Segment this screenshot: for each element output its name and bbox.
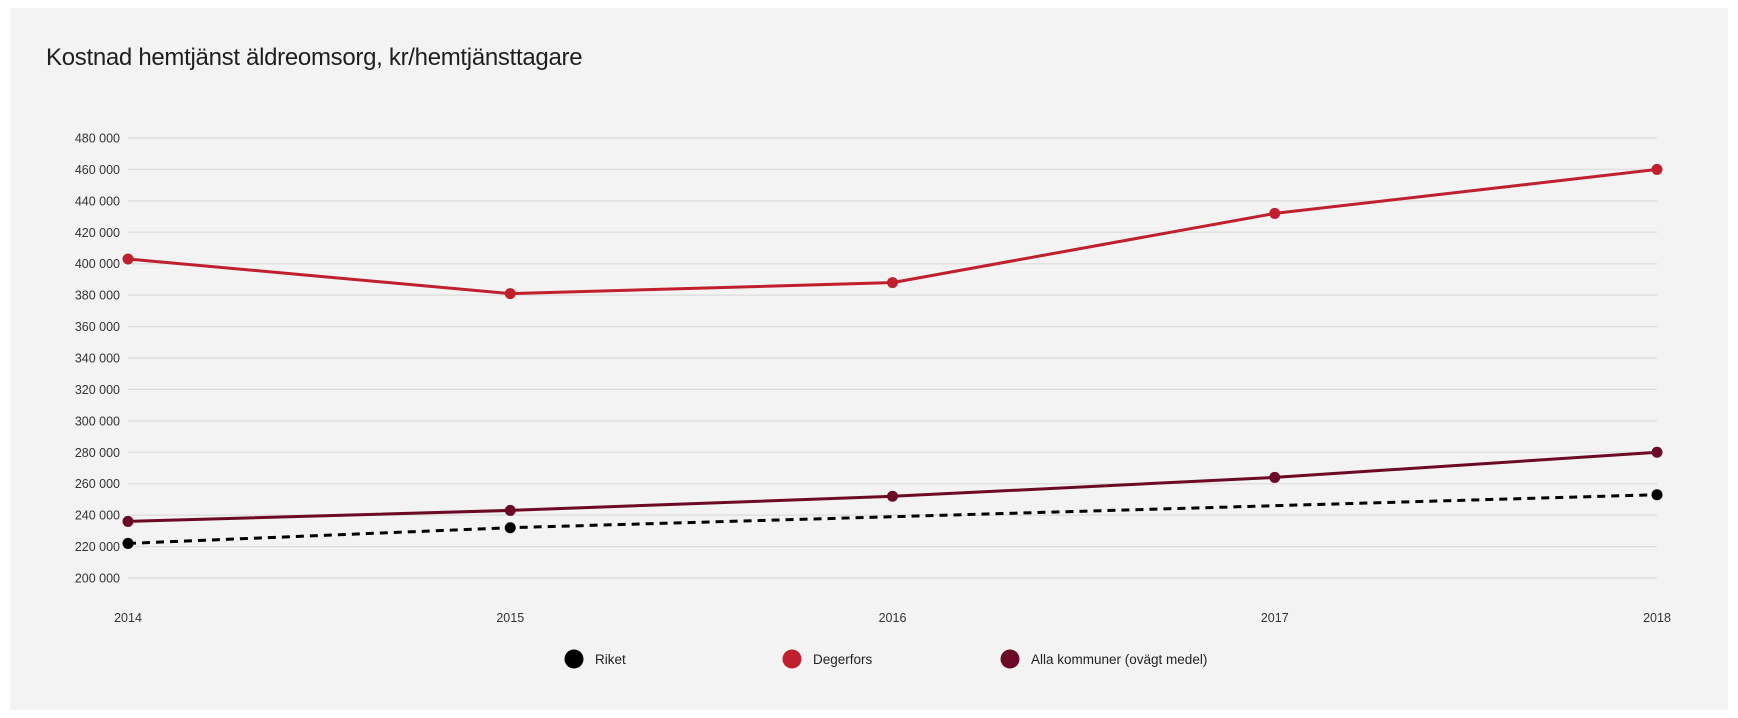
x-tick-label: 2017 [1261,611,1289,625]
y-tick-label: 280 000 [75,446,120,460]
data-point [504,522,516,534]
data-point [1651,446,1663,458]
y-axis-ticks: 200 000 220 000 240 000 260 000 280 000 300 0… [75,132,120,586]
y-tick-label: 420 000 [75,226,120,240]
data-point [122,253,134,265]
x-axis-ticks: 2014 2015 2016 2017 2018 [114,611,1671,625]
legend-marker [1000,649,1020,669]
data-point [122,537,134,549]
data-point [1651,489,1663,501]
data-point [504,288,516,300]
series-line [127,450,1658,523]
x-tick-label: 2014 [114,611,142,625]
y-tick-label: 220 000 [75,540,120,554]
y-tick-label: 260 000 [75,477,120,491]
data-point [887,490,898,502]
y-tick-label: 320 000 [75,383,120,397]
legend-marker [564,649,584,669]
x-tick-label: 2015 [496,611,524,625]
legend-marker [782,649,802,669]
data-point [122,515,134,527]
legend: Riket Degerfors Alla kommuner (ovägt medel… [564,649,1207,669]
series-line [127,493,1658,545]
data-point [887,277,898,289]
x-tick-label: 2016 [879,611,907,625]
data-point [504,504,516,516]
series-lines [122,163,1663,549]
data-point [1651,163,1663,175]
legend-label: Alla kommuner (ovägt medel) [1031,652,1207,667]
y-tick-label: 240 000 [75,509,120,523]
legend-label: Degerfors [813,652,873,667]
y-tick-label: 380 000 [75,289,120,303]
y-tick-label: 360 000 [75,320,120,334]
chart-panel [10,8,1728,710]
legend-label: Riket [595,652,626,667]
data-point [1269,207,1281,219]
y-tick-label: 480 000 [75,132,120,146]
x-tick-label: 2018 [1643,611,1671,625]
y-tick-label: 200 000 [75,572,120,586]
y-tick-label: 440 000 [75,194,120,208]
y-tick-label: 340 000 [75,352,120,366]
y-tick-label: 300 000 [75,414,120,428]
series-line [127,167,1658,296]
data-point [1269,471,1281,483]
y-tick-label: 460 000 [75,163,120,177]
y-tick-label: 400 000 [75,257,120,271]
chart-title: Kostnad hemtjänst äldreomsorg, kr/hemtjä… [46,44,583,71]
gridlines [128,137,1657,579]
